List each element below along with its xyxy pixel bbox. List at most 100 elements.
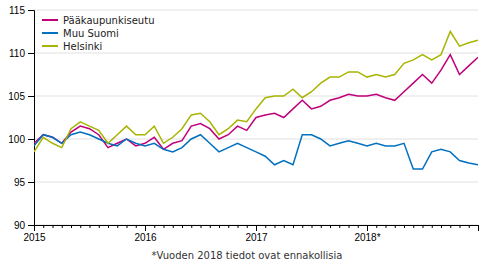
x-tick-mark	[349, 225, 350, 228]
x-tick	[376, 225, 377, 228]
y-tick-mark	[28, 182, 34, 183]
x-tick	[62, 225, 63, 228]
x-tick	[43, 225, 44, 228]
y-tick-mark	[28, 53, 34, 54]
x-tick-mark	[173, 225, 174, 228]
x-tick-mark	[117, 225, 118, 228]
legend-item: Helsinki	[42, 41, 102, 52]
x-tick-mark	[247, 225, 248, 228]
x-tick	[478, 225, 479, 228]
y-tick-mark	[28, 225, 34, 226]
x-tick: 2016	[134, 225, 157, 243]
x-tick-mark	[210, 225, 211, 228]
x-tick-mark	[330, 225, 331, 228]
x-tick-mark	[441, 225, 442, 228]
x-tick-mark	[339, 225, 340, 228]
x-tick-mark	[80, 225, 81, 228]
y-tick-mark	[28, 139, 34, 140]
x-tick	[395, 225, 396, 228]
footnote: *Vuoden 2018 tiedot ovat ennakollisia	[152, 250, 343, 261]
x-tick	[404, 225, 405, 228]
x-tick	[339, 225, 340, 228]
grid-line	[34, 96, 478, 97]
x-tick-mark	[376, 225, 377, 228]
x-tick-mark	[386, 225, 387, 228]
legend-item: Pääkaupunkiseutu	[42, 15, 154, 26]
legend: PääkaupunkiseutuMuu SuomiHelsinki	[42, 15, 154, 52]
x-tick-label: 2017	[245, 232, 268, 243]
lines	[34, 32, 478, 170]
y-tick-label: 115	[9, 5, 25, 16]
grid-line	[34, 182, 478, 183]
x-tick	[127, 225, 128, 228]
x-tick	[265, 225, 266, 228]
x-tick-mark	[423, 225, 424, 228]
x-tick-mark	[275, 225, 276, 228]
x-tick-mark	[99, 225, 100, 228]
x-tick	[80, 225, 81, 228]
x-tick-mark	[108, 225, 109, 228]
x-tick-mark	[395, 225, 396, 228]
chart: 2015201620172018*9095100105110115Pääkaup…	[0, 0, 494, 265]
x-tick	[349, 225, 350, 228]
x-tick	[247, 225, 248, 228]
x-tick	[293, 225, 294, 228]
x-tick	[469, 225, 470, 228]
x-tick	[219, 225, 220, 228]
x-tick	[423, 225, 424, 228]
y-tick: 100	[8, 134, 34, 145]
y-axis-line	[28, 11, 35, 226]
grid-line	[34, 10, 478, 11]
y-tick: 95	[14, 177, 34, 188]
y-tick-mark	[28, 96, 34, 97]
y-tick-label: 95	[14, 177, 26, 188]
x-tick-mark	[53, 225, 54, 228]
legend-swatch	[42, 32, 58, 34]
x-tick-mark	[256, 225, 257, 231]
y-tick-label: 105	[8, 91, 25, 102]
x-tick-mark	[302, 225, 303, 228]
x-tick	[173, 225, 174, 228]
y-tick-label: 100	[8, 134, 25, 145]
x-tick-mark	[136, 225, 137, 228]
x-tick	[182, 225, 183, 228]
y-axis: 90 95 100 105 110 115	[8, 5, 34, 231]
x-tick-mark	[201, 225, 202, 228]
x-tick-mark	[312, 225, 313, 228]
x-tick-mark	[145, 225, 146, 231]
x-tick-mark	[469, 225, 470, 228]
x-tick	[312, 225, 313, 228]
x-tick-mark	[43, 225, 44, 228]
y-tick: 110	[9, 48, 34, 59]
x-tick-label: 2016	[134, 232, 157, 243]
x-tick-mark	[238, 225, 239, 228]
x-tick-mark	[228, 225, 229, 228]
y-tick: 90	[14, 220, 34, 231]
x-tick	[238, 225, 239, 228]
x-tick	[191, 225, 192, 228]
x-tick-mark	[413, 225, 414, 228]
x-tick	[164, 225, 165, 228]
x-tick	[108, 225, 109, 228]
x-tick: 2018*	[354, 225, 380, 243]
x-tick-mark	[321, 225, 322, 228]
x-tick-mark	[460, 225, 461, 228]
x-tick-mark	[154, 225, 155, 228]
y-tick: 115	[9, 5, 34, 16]
x-tick-mark	[450, 225, 451, 228]
x-tick	[386, 225, 387, 228]
x-tick	[441, 225, 442, 228]
x-tick	[330, 225, 331, 228]
x-tick-mark	[182, 225, 183, 228]
legend-label: Helsinki	[63, 41, 102, 52]
x-tick	[302, 225, 303, 228]
x-tick-mark	[191, 225, 192, 228]
x-tick-mark	[219, 225, 220, 228]
legend-swatch	[42, 19, 58, 21]
x-tick-mark	[90, 225, 91, 228]
x-tick-label: 2018*	[354, 232, 380, 243]
x-tick	[450, 225, 451, 228]
x-tick	[71, 225, 72, 228]
y-tick-mark	[28, 10, 34, 11]
x-tick	[413, 225, 414, 228]
